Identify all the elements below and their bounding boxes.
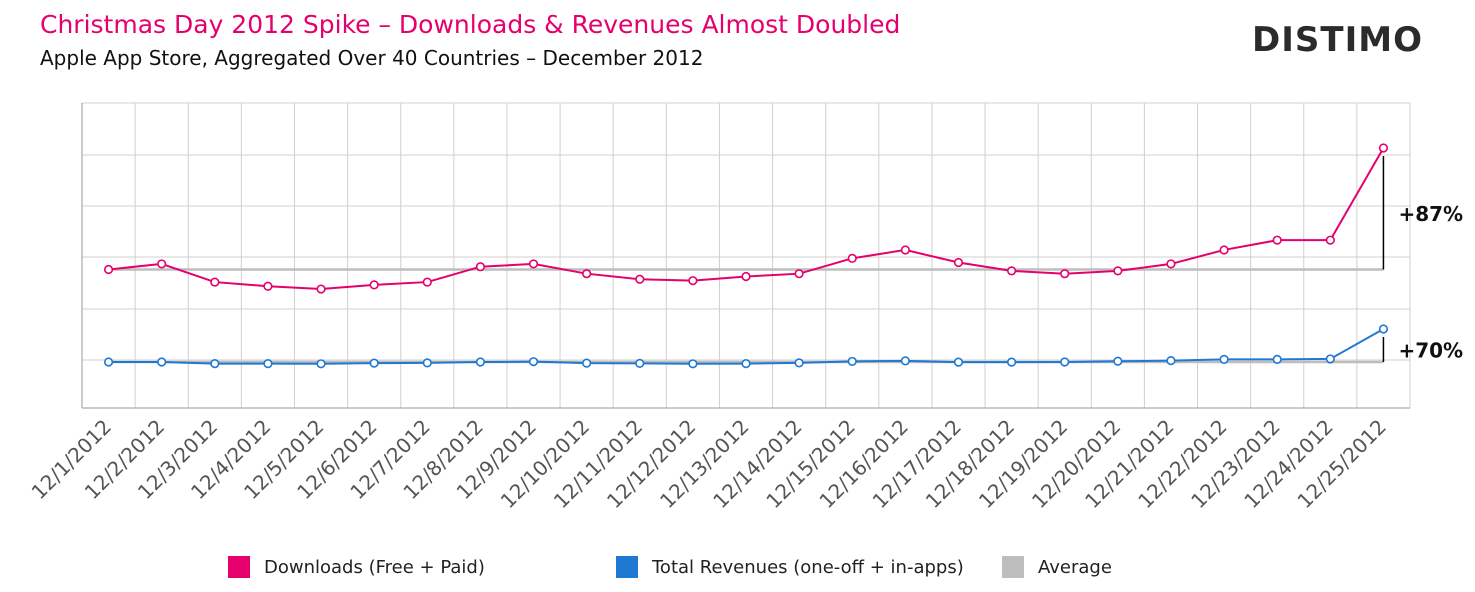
legend-label-downloads: Downloads (Free + Paid) [264,556,485,578]
data-point-downloads [1006,266,1017,276]
data-point-downloads [210,277,220,287]
data-point-downloads [688,276,698,286]
data-point-downloads [582,269,592,279]
data-point-downloads [847,253,857,263]
chart-legend: Downloads (Free + Paid) Total Revenues (… [0,556,1475,586]
legend-label-average: Average [1038,556,1112,578]
legend-label-revenues: Total Revenues (one-off + in-apps) [652,556,964,578]
data-point-revenues [528,357,539,367]
data-point-downloads [157,259,167,269]
data-point-revenues [263,359,273,369]
data-point-revenues [157,357,167,367]
data-point-downloads [316,284,326,294]
data-point-downloads [1272,235,1282,245]
data-point-revenues [210,359,220,369]
data-point-downloads [263,281,273,291]
annotation-label-revenues: +70% [1398,339,1463,363]
data-point-revenues [1219,354,1229,364]
data-point-revenues [582,358,592,368]
data-point-revenues [1272,354,1282,364]
data-point-revenues [1113,356,1123,366]
data-point-revenues [1378,324,1389,334]
data-point-downloads [741,271,751,282]
distimo-logo: DISTIMO [1252,20,1423,60]
data-point-revenues [1166,356,1176,366]
data-point-revenues [635,358,645,368]
data-point-downloads [900,245,910,255]
legend-swatch-downloads [228,556,250,578]
data-point-downloads [422,277,432,287]
data-point-downloads [1060,269,1070,279]
legend-item-downloads: Downloads (Free + Paid) [228,556,485,578]
data-point-revenues [369,358,379,368]
legend-swatch-revenues [616,556,638,578]
data-point-downloads [1378,143,1389,153]
data-point-downloads [1325,235,1335,245]
data-point-downloads [953,257,964,268]
data-point-revenues [847,356,857,367]
data-point-revenues [1060,357,1070,367]
data-point-revenues [1006,357,1017,367]
line-chart: +87%+70%12/1/201212/2/201212/3/201212/4/… [27,102,1463,513]
data-point-revenues [688,359,698,369]
data-point-downloads [1113,266,1123,276]
data-point-downloads [103,264,114,275]
legend-swatch-average [1002,556,1024,578]
legend-item-average: Average [1002,556,1112,578]
data-point-revenues [316,359,326,369]
data-point-downloads [528,259,539,269]
data-point-revenues [900,356,910,366]
data-point-downloads [635,274,645,284]
chart-title: Christmas Day 2012 Spike – Downloads & R… [40,10,901,39]
legend-item-revenues: Total Revenues (one-off + in-apps) [616,556,964,578]
annotation-label-downloads: +87% [1398,202,1463,226]
data-point-downloads [794,269,804,279]
series-line-revenues [108,328,1384,365]
data-point-revenues [1325,354,1335,364]
data-point-revenues [953,357,964,367]
data-point-downloads [1166,259,1176,269]
data-point-revenues [103,357,114,367]
data-point-downloads [475,262,486,272]
data-point-downloads [369,280,379,290]
data-point-revenues [794,358,804,368]
data-point-revenues [475,357,486,367]
chart-subtitle: Apple App Store, Aggregated Over 40 Coun… [40,46,704,70]
data-point-downloads [1219,245,1229,255]
data-point-revenues [422,358,432,368]
data-point-revenues [741,359,751,369]
series-line-downloads [108,147,1385,291]
